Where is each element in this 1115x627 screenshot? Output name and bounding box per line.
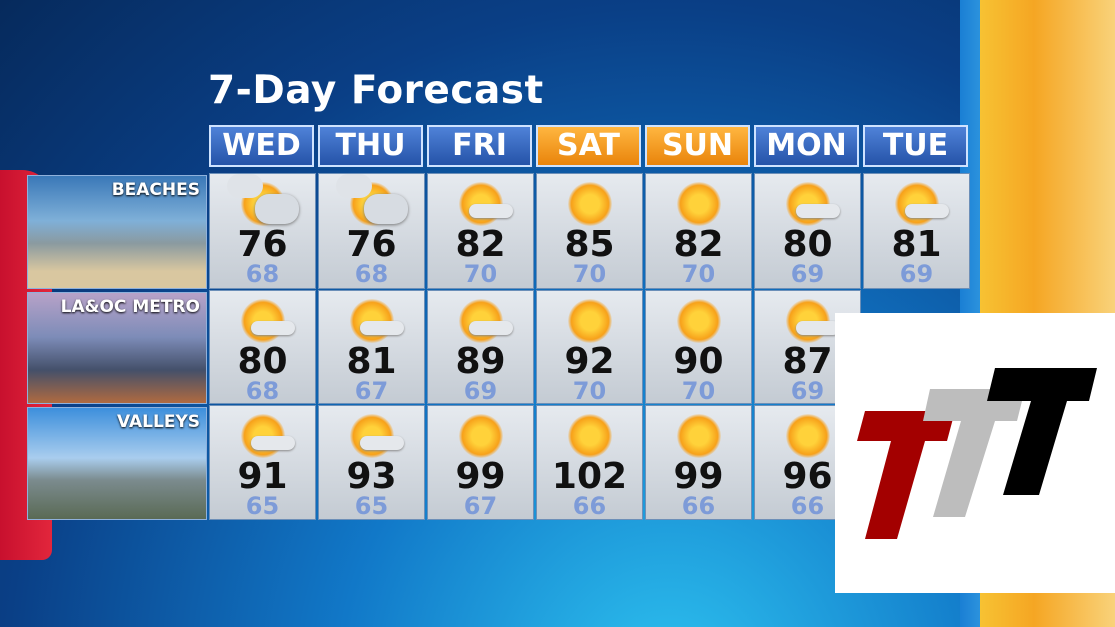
high-temp: 76 bbox=[346, 224, 397, 265]
sun-icon bbox=[676, 414, 721, 458]
forecast-cell: 99 67 bbox=[427, 405, 534, 520]
low-temp: 69 bbox=[463, 377, 498, 405]
low-temp: 67 bbox=[354, 377, 389, 405]
high-temp: 99 bbox=[673, 456, 724, 497]
high-temp: 81 bbox=[891, 224, 942, 265]
partly-cloudy-icon bbox=[226, 174, 299, 226]
low-temp: 70 bbox=[572, 377, 607, 405]
forecast-cell: 81 67 bbox=[318, 290, 425, 405]
sun-icon bbox=[785, 414, 830, 458]
day-header-sun: SUN bbox=[645, 125, 750, 167]
forecast-cell: 82 70 bbox=[427, 173, 534, 289]
high-temp: 82 bbox=[455, 224, 506, 265]
high-temp: 82 bbox=[673, 224, 724, 265]
day-header-fri: FRI bbox=[427, 125, 532, 167]
low-temp: 68 bbox=[245, 260, 280, 288]
hazy-sun-icon bbox=[240, 414, 295, 458]
low-temp: 67 bbox=[463, 492, 498, 520]
region-name: BEACHES bbox=[111, 180, 200, 200]
forecast-cell: 85 70 bbox=[536, 173, 643, 289]
hazy-sun-icon bbox=[785, 182, 840, 226]
region-name: VALLEYS bbox=[117, 412, 200, 432]
forecast-cell: 82 70 bbox=[645, 173, 752, 289]
high-temp: 93 bbox=[346, 456, 397, 497]
day-header-tue: TUE bbox=[863, 125, 968, 167]
hazy-sun-icon bbox=[349, 299, 404, 343]
low-temp: 70 bbox=[463, 260, 498, 288]
low-temp: 66 bbox=[790, 492, 825, 520]
forecast-cell: 90 70 bbox=[645, 290, 752, 405]
low-temp: 68 bbox=[354, 260, 389, 288]
forecast-cell: 80 69 bbox=[754, 173, 861, 289]
high-temp: 89 bbox=[455, 341, 506, 382]
high-temp: 85 bbox=[564, 224, 615, 265]
day-header-mon: MON bbox=[754, 125, 859, 167]
low-temp: 69 bbox=[899, 260, 934, 288]
forecast-cell: 80 68 bbox=[209, 290, 316, 405]
forecast-cell: 91 65 bbox=[209, 405, 316, 520]
hazy-sun-icon bbox=[458, 299, 513, 343]
partly-cloudy-icon bbox=[335, 174, 408, 226]
low-temp: 70 bbox=[572, 260, 607, 288]
forecast-cell: 93 65 bbox=[318, 405, 425, 520]
sun-icon bbox=[458, 414, 503, 458]
low-temp: 66 bbox=[681, 492, 716, 520]
region-name: LA&OC METRO bbox=[60, 297, 200, 317]
forecast-cell: 89 69 bbox=[427, 290, 534, 405]
high-temp: 99 bbox=[455, 456, 506, 497]
low-temp: 69 bbox=[790, 260, 825, 288]
forecast-cell: 76 68 bbox=[209, 173, 316, 289]
forecast-cell: 102 66 bbox=[536, 405, 643, 520]
high-temp: 80 bbox=[237, 341, 288, 382]
low-temp: 70 bbox=[681, 377, 716, 405]
sun-icon bbox=[567, 182, 612, 226]
sun-icon bbox=[567, 414, 612, 458]
high-temp: 90 bbox=[673, 341, 724, 382]
forecast-cell: 76 68 bbox=[318, 173, 425, 289]
forecast-cell: 81 69 bbox=[863, 173, 970, 289]
high-temp: 76 bbox=[237, 224, 288, 265]
high-temp: 91 bbox=[237, 456, 288, 497]
day-header-thu: THU bbox=[318, 125, 423, 167]
ttt-logo-icon bbox=[857, 368, 1097, 539]
high-temp: 92 bbox=[564, 341, 615, 382]
forecast-cell: 99 66 bbox=[645, 405, 752, 520]
low-temp: 65 bbox=[354, 492, 389, 520]
logo bbox=[835, 313, 1115, 593]
region-label: BEACHES bbox=[27, 175, 207, 289]
low-temp: 66 bbox=[572, 492, 607, 520]
hazy-sun-icon bbox=[349, 414, 404, 458]
region-label: LA&OC METRO bbox=[27, 292, 207, 404]
high-temp: 96 bbox=[782, 456, 833, 497]
high-temp: 87 bbox=[782, 341, 833, 382]
low-temp: 70 bbox=[681, 260, 716, 288]
hazy-sun-icon bbox=[785, 299, 840, 343]
sun-icon bbox=[567, 299, 612, 343]
high-temp: 81 bbox=[346, 341, 397, 382]
hazy-sun-icon bbox=[240, 299, 295, 343]
day-header-sat: SAT bbox=[536, 125, 641, 167]
hazy-sun-icon bbox=[894, 182, 949, 226]
low-temp: 69 bbox=[790, 377, 825, 405]
high-temp: 80 bbox=[782, 224, 833, 265]
sun-icon bbox=[676, 299, 721, 343]
region-label: VALLEYS bbox=[27, 407, 207, 520]
day-header-wed: WED bbox=[209, 125, 314, 167]
low-temp: 68 bbox=[245, 377, 280, 405]
high-temp: 102 bbox=[551, 456, 628, 497]
sun-icon bbox=[676, 182, 721, 226]
page-title: 7-Day Forecast bbox=[208, 68, 544, 113]
forecast-cell: 92 70 bbox=[536, 290, 643, 405]
low-temp: 65 bbox=[245, 492, 280, 520]
hazy-sun-icon bbox=[458, 182, 513, 226]
